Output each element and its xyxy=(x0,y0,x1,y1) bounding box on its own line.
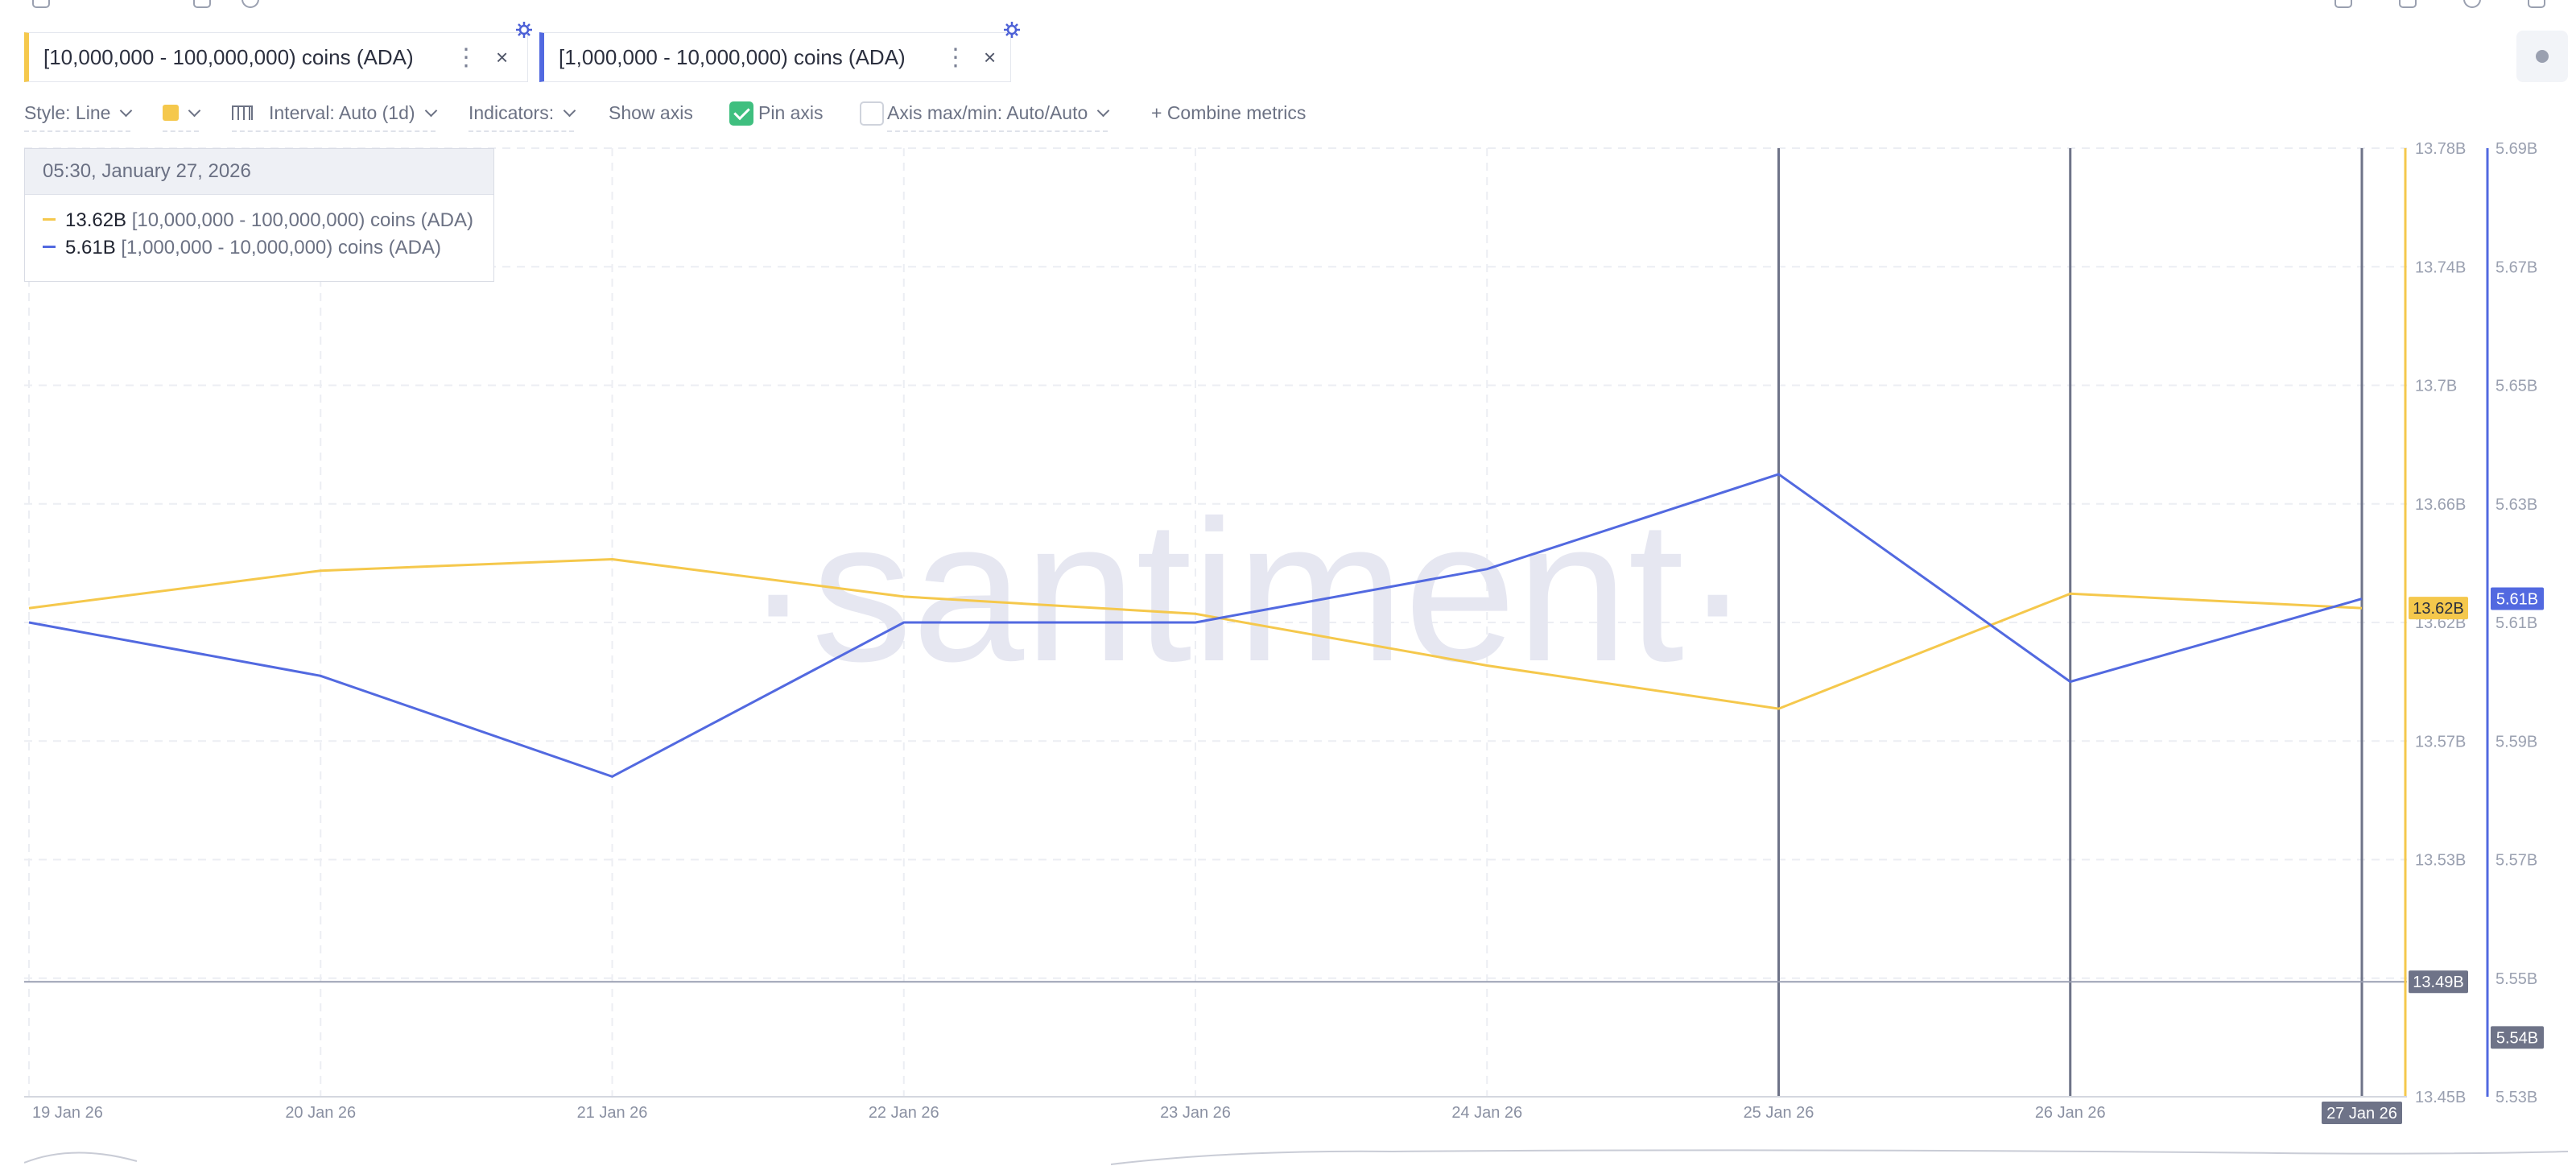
right-axis-tick-label: 5.55B xyxy=(2496,970,2537,988)
close-icon[interactable]: × xyxy=(984,44,997,69)
tooltip-series-name: [1,000,000 - 10,000,000) coins (ADA) xyxy=(121,237,441,258)
top-toolbar-strip xyxy=(0,0,2576,10)
show-axis-toggle[interactable]: Show axis xyxy=(609,98,753,130)
series-line-1 xyxy=(28,557,2363,710)
x-axis-tick-label: 24 Jan 26 xyxy=(1451,1104,1522,1122)
left-axis-tick-label: 13.66B xyxy=(2415,496,2466,514)
tooltip-value: 5.61B xyxy=(65,237,116,258)
tooltip-date: 05:30, January 27, 2026 xyxy=(25,149,493,195)
right-value-badge-bg xyxy=(2491,587,2544,610)
crosshair-date-badge-bg xyxy=(2322,1102,2402,1124)
metric-tab-large-holders[interactable]: [10,000,000 - 100,000,000) coins (ADA) ⋮… xyxy=(24,32,528,82)
axis-maxmin-dropdown[interactable]: Axis max/min: Auto/Auto xyxy=(887,98,1110,132)
left-axis-tick-label: 13.74B xyxy=(2415,258,2466,276)
metric-tab-medium-holders[interactable]: [1,000,000 - 10,000,000) coins (ADA) ⋮ × xyxy=(539,32,1011,82)
value-badges: 13.62B 5.61B 13.49B 5.54B 27 Jan 26 xyxy=(2322,587,2544,1124)
crosshair-left-badge-bg xyxy=(2409,970,2468,994)
indicators-dropdown[interactable]: Indicators: xyxy=(469,98,576,132)
options-button[interactable] xyxy=(2516,31,2568,82)
right-value-badge-text: 5.61B xyxy=(2496,591,2538,609)
series-color-dash xyxy=(43,218,56,221)
chart-tooltip: 05:30, January 27, 2026 13.62B [10,000,0… xyxy=(24,148,494,282)
combine-metrics-button[interactable]: + Combine metrics xyxy=(1151,102,1307,123)
x-axis-tick-label: 23 Jan 26 xyxy=(1160,1104,1231,1122)
more-options-icon[interactable]: ⋮ xyxy=(943,43,968,71)
right-axis-tick-label: 5.53B xyxy=(2496,1089,2537,1106)
metric-tab-label: [1,000,000 - 10,000,000) coins (ADA) xyxy=(559,44,906,69)
toolbar-icon[interactable] xyxy=(2399,0,2417,8)
crosshair-left-badge-text: 13.49B xyxy=(2413,974,2463,991)
series-color-dash xyxy=(43,246,56,249)
x-axis-tick-label: 19 Jan 26 xyxy=(32,1104,103,1122)
left-value-badge-text: 13.62B xyxy=(2413,600,2463,618)
style-dropdown[interactable]: Style: Line xyxy=(24,98,133,132)
chart-axes xyxy=(24,148,2489,1098)
crosshair-date-badge: 27 Jan 26 xyxy=(2322,1102,2402,1124)
ruler-icon xyxy=(232,105,253,120)
left-axis-tick-label: 13.45B xyxy=(2415,1089,2466,1106)
left-axis-tick-label: 13.7B xyxy=(2415,378,2457,395)
tooltip-value: 13.62B xyxy=(65,209,127,231)
santiment-watermark: ·santiment· xyxy=(745,478,1751,703)
left-value-badge: 13.62B xyxy=(2409,597,2468,620)
right-axis-tick-label: 5.67B xyxy=(2496,258,2537,276)
right-value-badge: 5.61B xyxy=(2491,587,2544,610)
crosshair-right-badge-text: 5.54B xyxy=(2496,1029,2538,1047)
gear-icon[interactable] xyxy=(515,21,533,39)
tooltip-row: 5.61B [1,000,000 - 10,000,000) coins (AD… xyxy=(43,236,441,260)
more-options-icon[interactable]: ⋮ xyxy=(454,43,478,71)
left-axis-tick-label: 13.57B xyxy=(2415,733,2466,750)
x-axis-tick-label: 20 Jan 26 xyxy=(285,1104,356,1122)
left-axis-tick-label: 13.78B xyxy=(2415,140,2466,158)
metric-tab-label: [10,000,000 - 100,000,000) coins (ADA) xyxy=(43,44,414,69)
crosshair-right-badge-bg xyxy=(2491,1026,2544,1049)
pin-axis-checkbox[interactable] xyxy=(860,101,884,126)
left-axis-tick-label: 13.53B xyxy=(2415,852,2466,870)
x-axis-tick-label: 26 Jan 26 xyxy=(2035,1104,2106,1122)
show-axis-checkbox[interactable] xyxy=(729,101,753,126)
close-icon[interactable]: × xyxy=(496,44,509,69)
right-axis-tick-label: 5.63B xyxy=(2496,496,2537,514)
crosshair-left-badge: 13.49B xyxy=(2409,970,2468,994)
series-lines xyxy=(28,473,2363,779)
right-axis-tick-label: 5.69B xyxy=(2496,140,2537,158)
axis-ticks: 13.78B 13.74B 13.7B 13.66B 13.62B 13.57B 13.53… xyxy=(32,140,2537,1122)
series-line-2 xyxy=(28,473,2363,779)
x-axis-tick-label: 25 Jan 26 xyxy=(1744,1104,1814,1122)
left-value-badge-bg xyxy=(2409,597,2468,620)
crosshair-date-badge-text: 27 Jan 26 xyxy=(2326,1105,2397,1123)
interval-dropdown[interactable]: Interval: Auto (1d) xyxy=(232,98,437,132)
right-axis-tick-label: 5.59B xyxy=(2496,733,2537,750)
right-axis-tick-label: 5.57B xyxy=(2496,852,2537,870)
pin-axis-toggle[interactable]: Pin axis xyxy=(758,98,884,130)
toolbar-icon[interactable] xyxy=(2334,0,2352,8)
dot-icon xyxy=(2536,50,2549,63)
right-axis-tick-label: 5.65B xyxy=(2496,378,2537,395)
x-axis-tick-label: 22 Jan 26 xyxy=(869,1104,939,1122)
color-swatch xyxy=(163,104,179,121)
timeline-navigator[interactable] xyxy=(24,1143,2568,1166)
toolbar-icon[interactable] xyxy=(193,0,211,8)
gear-icon[interactable] xyxy=(1003,21,1021,39)
toolbar-icon[interactable] xyxy=(32,0,50,8)
right-axis-tick-label: 5.61B xyxy=(2496,614,2537,632)
x-axis-tick-label: 21 Jan 26 xyxy=(577,1104,648,1122)
crosshair-right-badge: 5.54B xyxy=(2491,1026,2544,1049)
marker-lines xyxy=(24,148,2407,1097)
color-picker[interactable] xyxy=(163,98,201,132)
tooltip-row: 13.62B [10,000,000 - 100,000,000) coins … xyxy=(43,209,473,233)
close-icon[interactable] xyxy=(2528,0,2545,8)
tooltip-series-name: [10,000,000 - 100,000,000) coins (ADA) xyxy=(131,209,474,231)
